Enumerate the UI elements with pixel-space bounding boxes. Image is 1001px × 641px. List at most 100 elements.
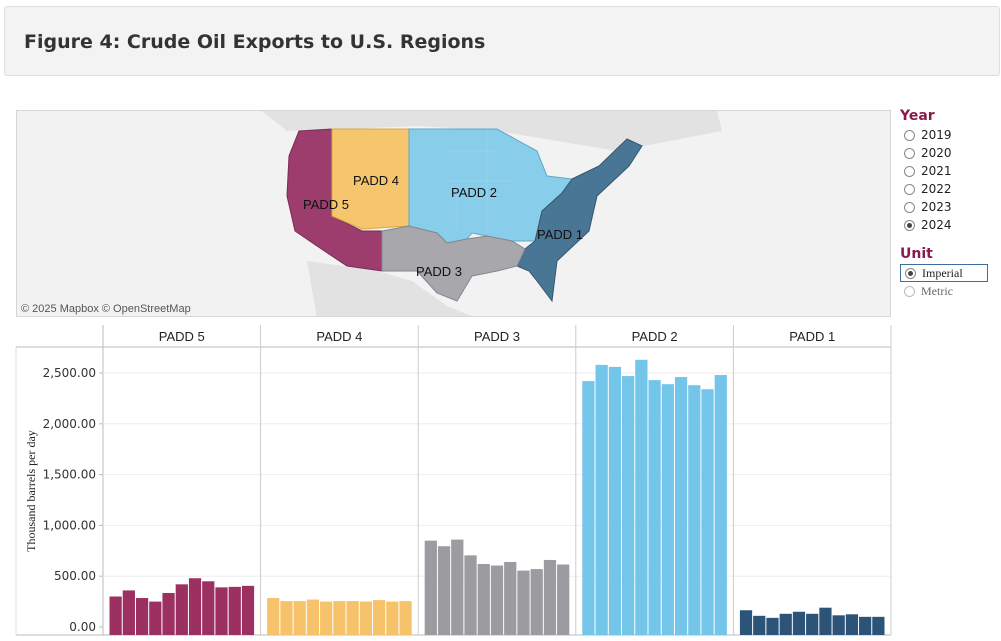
year-option-2023[interactable]: 2023 [900, 198, 1000, 216]
bar-padd-3 [424, 540, 437, 635]
state-borders [447, 131, 517, 231]
bar-padd-1 [872, 616, 885, 635]
bar-padd-1 [753, 615, 766, 635]
unit-filter-title: Unit [900, 246, 933, 262]
bar-padd-2 [608, 366, 622, 635]
bar-padd-3 [543, 559, 557, 635]
bar-padd-1 [832, 615, 845, 635]
y-tick-label: 500.00 [54, 569, 96, 583]
region-padd4[interactable] [331, 128, 410, 230]
bar-padd-4 [267, 598, 280, 635]
region-padd1[interactable] [516, 138, 643, 303]
year-filter-title: Year [900, 108, 935, 124]
radio-selected-icon [904, 219, 915, 231]
bar-padd-2 [635, 359, 648, 635]
bar-padd-3 [504, 561, 517, 635]
bar-padd-3 [477, 564, 490, 635]
header-bar: Figure 4: Crude Oil Exports to U.S. Regi… [4, 6, 1000, 76]
year-option-label: 2020 [921, 146, 952, 160]
radio-icon [904, 147, 915, 159]
unit-option-label: Metric [921, 283, 953, 298]
bar-padd-2 [595, 364, 608, 635]
bar-padd-4 [372, 600, 386, 635]
bar-padd-4 [306, 599, 320, 635]
y-tick-label: 1,500.00 [43, 468, 96, 482]
panel-header-padd-4: PADD 4 [316, 329, 362, 344]
year-option-2020[interactable]: 2020 [900, 144, 1000, 162]
panel-header-padd-1: PADD 1 [789, 329, 835, 344]
year-option-label: 2023 [921, 200, 952, 214]
y-tick-label: 1,000.00 [43, 518, 96, 532]
bar-padd-4 [359, 601, 372, 635]
padd-map[interactable]: PADD 4 PADD 5 PADD 2 PADD 1 PADD 3 © 202… [16, 110, 891, 317]
map-attribution[interactable]: © 2025 Mapbox © OpenStreetMap [21, 303, 191, 315]
bar-padd-4 [293, 601, 306, 635]
mexico-land [307, 261, 472, 316]
bar-padd-5 [202, 581, 215, 635]
unit-filter-list: Imperial Metric [900, 264, 1000, 300]
bar-padd-5 [122, 590, 135, 635]
bar-padd-3 [517, 570, 530, 635]
unit-option-metric[interactable]: Metric [900, 282, 1000, 300]
bar-padd-4 [320, 601, 333, 635]
year-option-label: 2021 [921, 164, 952, 178]
bar-padd-1 [792, 611, 806, 635]
canada-land [262, 111, 722, 151]
year-option-2024[interactable]: 2024 [900, 216, 1000, 234]
y-tick-label: 0.00 [69, 620, 96, 634]
bar-padd-4 [333, 601, 346, 635]
bar-padd-4 [280, 601, 293, 635]
bar-padd-2 [674, 377, 688, 635]
year-option-label: 2022 [921, 182, 952, 196]
panel-header-padd-2: PADD 2 [632, 329, 678, 344]
unit-option-imperial[interactable]: Imperial [900, 264, 988, 282]
bar-padd-2 [582, 381, 595, 635]
bar-padd-1 [806, 613, 819, 635]
radio-selected-icon [905, 267, 916, 279]
y-tick-label: 2,500.00 [43, 366, 96, 380]
map-canvas [17, 111, 890, 316]
page-title: Figure 4: Crude Oil Exports to U.S. Regi… [24, 31, 486, 53]
bar-padd-2 [622, 376, 635, 635]
bar-padd-4 [346, 601, 359, 635]
unit-option-label: Imperial [922, 265, 963, 280]
bar-padd-5 [188, 578, 202, 635]
bar-padd-3 [451, 539, 464, 635]
year-option-label: 2019 [921, 128, 952, 142]
year-option-2022[interactable]: 2022 [900, 180, 1000, 198]
radio-icon [904, 183, 915, 195]
bar-padd-3 [557, 564, 570, 635]
map-label-padd3: PADD 3 [416, 264, 462, 279]
bar-padd-1 [859, 616, 872, 635]
map-label-padd2: PADD 2 [451, 185, 497, 200]
bar-padd-1 [766, 617, 779, 635]
bar-padd-2 [648, 380, 661, 635]
bar-padd-3 [490, 565, 504, 635]
bar-padd-5 [175, 584, 188, 635]
year-option-label: 2024 [921, 218, 952, 232]
filter-panel: Year 2019 2020 2021 2022 2023 2024 Unit … [900, 108, 1000, 300]
bar-padd-1 [845, 614, 859, 635]
bar-padd-3 [437, 546, 451, 635]
panel-header-padd-3: PADD 3 [474, 329, 520, 344]
map-label-padd5: PADD 5 [303, 197, 349, 212]
bar-padd-5 [162, 592, 175, 635]
bar-padd-2 [688, 385, 701, 635]
region-padd3[interactable] [381, 225, 526, 302]
bar-padd-5 [149, 601, 162, 635]
bar-padd-5 [109, 596, 122, 635]
panel-header-padd-5: PADD 5 [159, 329, 205, 344]
bar-padd-5 [215, 587, 228, 635]
bar-padd-1 [779, 613, 792, 635]
map-label-padd4: PADD 4 [353, 173, 399, 188]
bar-padd-3 [464, 555, 477, 635]
year-option-2019[interactable]: 2019 [900, 126, 1000, 144]
bar-padd-2 [701, 389, 714, 635]
radio-icon [904, 285, 915, 297]
bar-padd-3 [530, 569, 543, 635]
bar-padd-5 [135, 598, 149, 635]
year-option-2021[interactable]: 2021 [900, 162, 1000, 180]
bar-padd-1 [819, 607, 832, 635]
bar-padd-5 [228, 586, 241, 635]
map-label-padd1: PADD 1 [537, 227, 583, 242]
